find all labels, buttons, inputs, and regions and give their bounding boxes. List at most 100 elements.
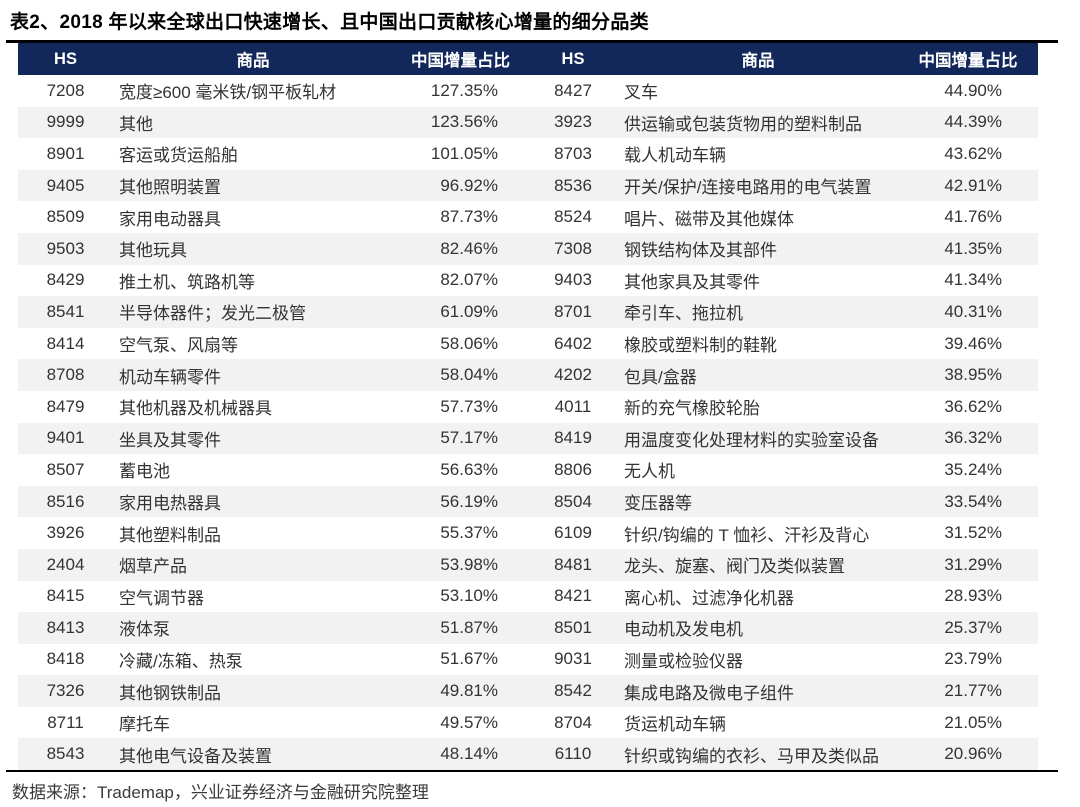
product-name-left: 客运或货运船舶 <box>119 146 238 166</box>
hs-code-right: 8704 <box>554 712 592 732</box>
hs-code-left: 3926 <box>46 523 85 543</box>
table-row: 8507 蓄电池 56.63% 8806 无人机 35.24% <box>18 454 1038 486</box>
china-increment-share-right: 35.24% <box>944 459 1002 479</box>
product-name-right: 龙头、旋塞、阀门及类似装置 <box>624 557 845 577</box>
hs-code-right: 8501 <box>554 617 592 637</box>
header-share-left: 中国增量占比 <box>411 52 510 70</box>
china-increment-share-left: 53.10% <box>440 586 498 606</box>
hs-code-right: 6109 <box>554 523 592 543</box>
table-row: 3926 其他塑料制品 55.37% 6109 针织/钩编的 T 恤衫、汗衫及背… <box>18 517 1038 549</box>
china-increment-share-left: 82.46% <box>440 238 498 258</box>
hs-code-right: 8542 <box>554 681 592 701</box>
export-increment-table: HS 商品 中国增量占比 HS 商品 中国增量占比 7208 宽度≥600 毫米… <box>18 43 1038 771</box>
china-increment-share-left: 53.98% <box>440 554 498 574</box>
product-name-left: 空气泵、风扇等 <box>119 336 238 356</box>
table-row: 8414 空气泵、风扇等 58.06% 6402 橡胶或塑料制的鞋靴 39.46… <box>18 327 1038 360</box>
hs-code-left: 9401 <box>46 428 85 448</box>
product-name-right: 钢铁结构体及其部件 <box>624 241 777 261</box>
hs-code-left: 9503 <box>46 238 85 258</box>
hs-code-right: 9031 <box>554 649 592 669</box>
china-increment-share-left: 49.81% <box>440 681 498 701</box>
hs-code-left: 8415 <box>46 586 85 606</box>
china-increment-share-right: 36.32% <box>944 428 1002 448</box>
hs-code-right: 4202 <box>554 365 592 385</box>
hs-code-left: 8509 <box>46 207 85 227</box>
hs-code-left: 7326 <box>46 681 85 701</box>
china-increment-share-right: 21.77% <box>944 681 1002 701</box>
hs-code-right: 9403 <box>554 270 592 290</box>
product-name-right: 开关/保护/连接电路用的电气装置 <box>624 178 872 198</box>
product-name-right: 包具/盒器 <box>624 367 697 387</box>
header-product-left: 商品 <box>236 52 270 70</box>
hs-code-left: 8414 <box>46 333 85 353</box>
hs-code-left: 8516 <box>46 491 85 511</box>
data-source: 数据来源：Trademap，兴业证券经济与金融研究院整理 <box>12 783 429 802</box>
china-increment-share-left: 57.17% <box>440 428 498 448</box>
china-increment-share-left: 101.05% <box>430 143 498 163</box>
header-hs-left: HS <box>54 49 77 68</box>
hs-code-right: 3923 <box>554 112 592 132</box>
hs-code-right: 6110 <box>554 744 592 764</box>
china-increment-share-left: 57.73% <box>440 396 498 416</box>
product-name-right: 叉车 <box>624 83 658 103</box>
china-increment-share-right: 44.90% <box>944 80 1002 100</box>
china-increment-share-right: 40.31% <box>944 301 1002 321</box>
product-name-right: 唱片、磁带及其他媒体 <box>624 209 794 229</box>
product-name-left: 宽度≥600 毫米铁/钢平板轧材 <box>119 83 337 103</box>
china-increment-share-left: 48.14% <box>440 744 498 764</box>
hs-code-left: 8418 <box>46 649 85 669</box>
table-row: 8418 冷藏/冻箱、热泵 51.67% 9031 测量或检验仪器 23.79% <box>18 643 1038 676</box>
product-name-left: 蓄电池 <box>119 462 170 482</box>
china-increment-share-right: 36.62% <box>944 396 1002 416</box>
hs-code-right: 8536 <box>554 175 592 195</box>
hs-code-right: 8421 <box>554 586 592 606</box>
table-row: 8429 推土机、筑路机等 82.07% 9403 其他家具及其零件 41.34… <box>18 264 1038 297</box>
china-increment-share-right: 44.39% <box>944 112 1002 132</box>
hs-code-left: 7208 <box>46 80 85 100</box>
table-row: 8415 空气调节器 53.10% 8421 离心机、过滤净化机器 28.93% <box>18 580 1038 613</box>
product-name-right: 集成电路及微电子组件 <box>624 683 794 703</box>
product-name-right: 货运机动车辆 <box>624 715 726 735</box>
product-name-right: 针织/钩编的 T 恤衫、汗衫及背心 <box>624 525 870 545</box>
table-title: 表2、2018 年以来全球出口快速增长、且中国出口贡献核心增量的细分品类 <box>10 12 649 33</box>
product-name-left: 其他塑料制品 <box>119 525 221 545</box>
hs-code-left: 8901 <box>46 143 85 163</box>
table-row: 8541 半导体器件；发光二极管 61.09% 8701 牵引车、拖拉机 40.… <box>18 296 1038 328</box>
product-name-left: 家用电热器具 <box>119 494 221 514</box>
product-name-right: 针织或钩编的衣衫、马甲及类似品 <box>624 746 879 766</box>
product-name-right: 测量或检验仪器 <box>624 651 743 671</box>
product-name-right: 电动机及发电机 <box>624 620 743 640</box>
china-increment-share-right: 38.95% <box>944 365 1002 385</box>
product-name-left: 摩托车 <box>119 715 170 735</box>
product-name-left: 冷藏/冻箱、热泵 <box>119 651 243 671</box>
hs-code-right: 8701 <box>554 301 592 321</box>
hs-code-right: 8806 <box>554 459 592 479</box>
hs-code-left: 8507 <box>46 459 85 479</box>
product-name-right: 无人机 <box>624 462 675 482</box>
table-row: 9401 坐具及其零件 57.17% 8419 用温度变化处理材料的实验室设备 … <box>18 422 1038 455</box>
table-row: 8509 家用电动器具 87.73% 8524 唱片、磁带及其他媒体 41.76… <box>18 201 1038 233</box>
product-name-left: 烟草产品 <box>119 557 187 577</box>
china-increment-share-left: 87.73% <box>440 207 498 227</box>
product-name-left: 其他 <box>119 114 153 134</box>
table-row: 7208 宽度≥600 毫米铁/钢平板轧材 127.35% 8427 叉车 44… <box>18 75 1038 107</box>
china-increment-share-left: 96.92% <box>440 175 498 195</box>
hs-code-left: 2404 <box>46 554 85 574</box>
hs-code-left: 8708 <box>46 365 85 385</box>
product-name-right: 载人机动车辆 <box>624 146 726 166</box>
china-increment-share-right: 42.91% <box>944 175 1002 195</box>
china-increment-share-left: 56.63% <box>440 459 498 479</box>
hs-code-left: 8711 <box>47 712 84 732</box>
table-row: 8543 其他电气设备及装置 48.14% 6110 针织或钩编的衣衫、马甲及类… <box>18 738 1038 771</box>
table-row: 8901 客运或货运船舶 101.05% 8703 载人机动车辆 43.62% <box>18 138 1038 170</box>
table-bottom-rule <box>6 770 1058 772</box>
table-row: 2404 烟草产品 53.98% 8481 龙头、旋塞、阀门及类似装置 31.2… <box>18 548 1038 581</box>
china-increment-share-left: 61.09% <box>440 301 498 321</box>
china-increment-share-left: 82.07% <box>440 270 498 290</box>
product-name-left: 其他机器及机械器具 <box>119 399 272 419</box>
hs-code-right: 6402 <box>554 333 592 353</box>
hs-code-right: 8524 <box>554 207 592 227</box>
china-increment-share-right: 31.52% <box>944 523 1002 543</box>
product-name-right: 其他家具及其零件 <box>624 272 760 292</box>
